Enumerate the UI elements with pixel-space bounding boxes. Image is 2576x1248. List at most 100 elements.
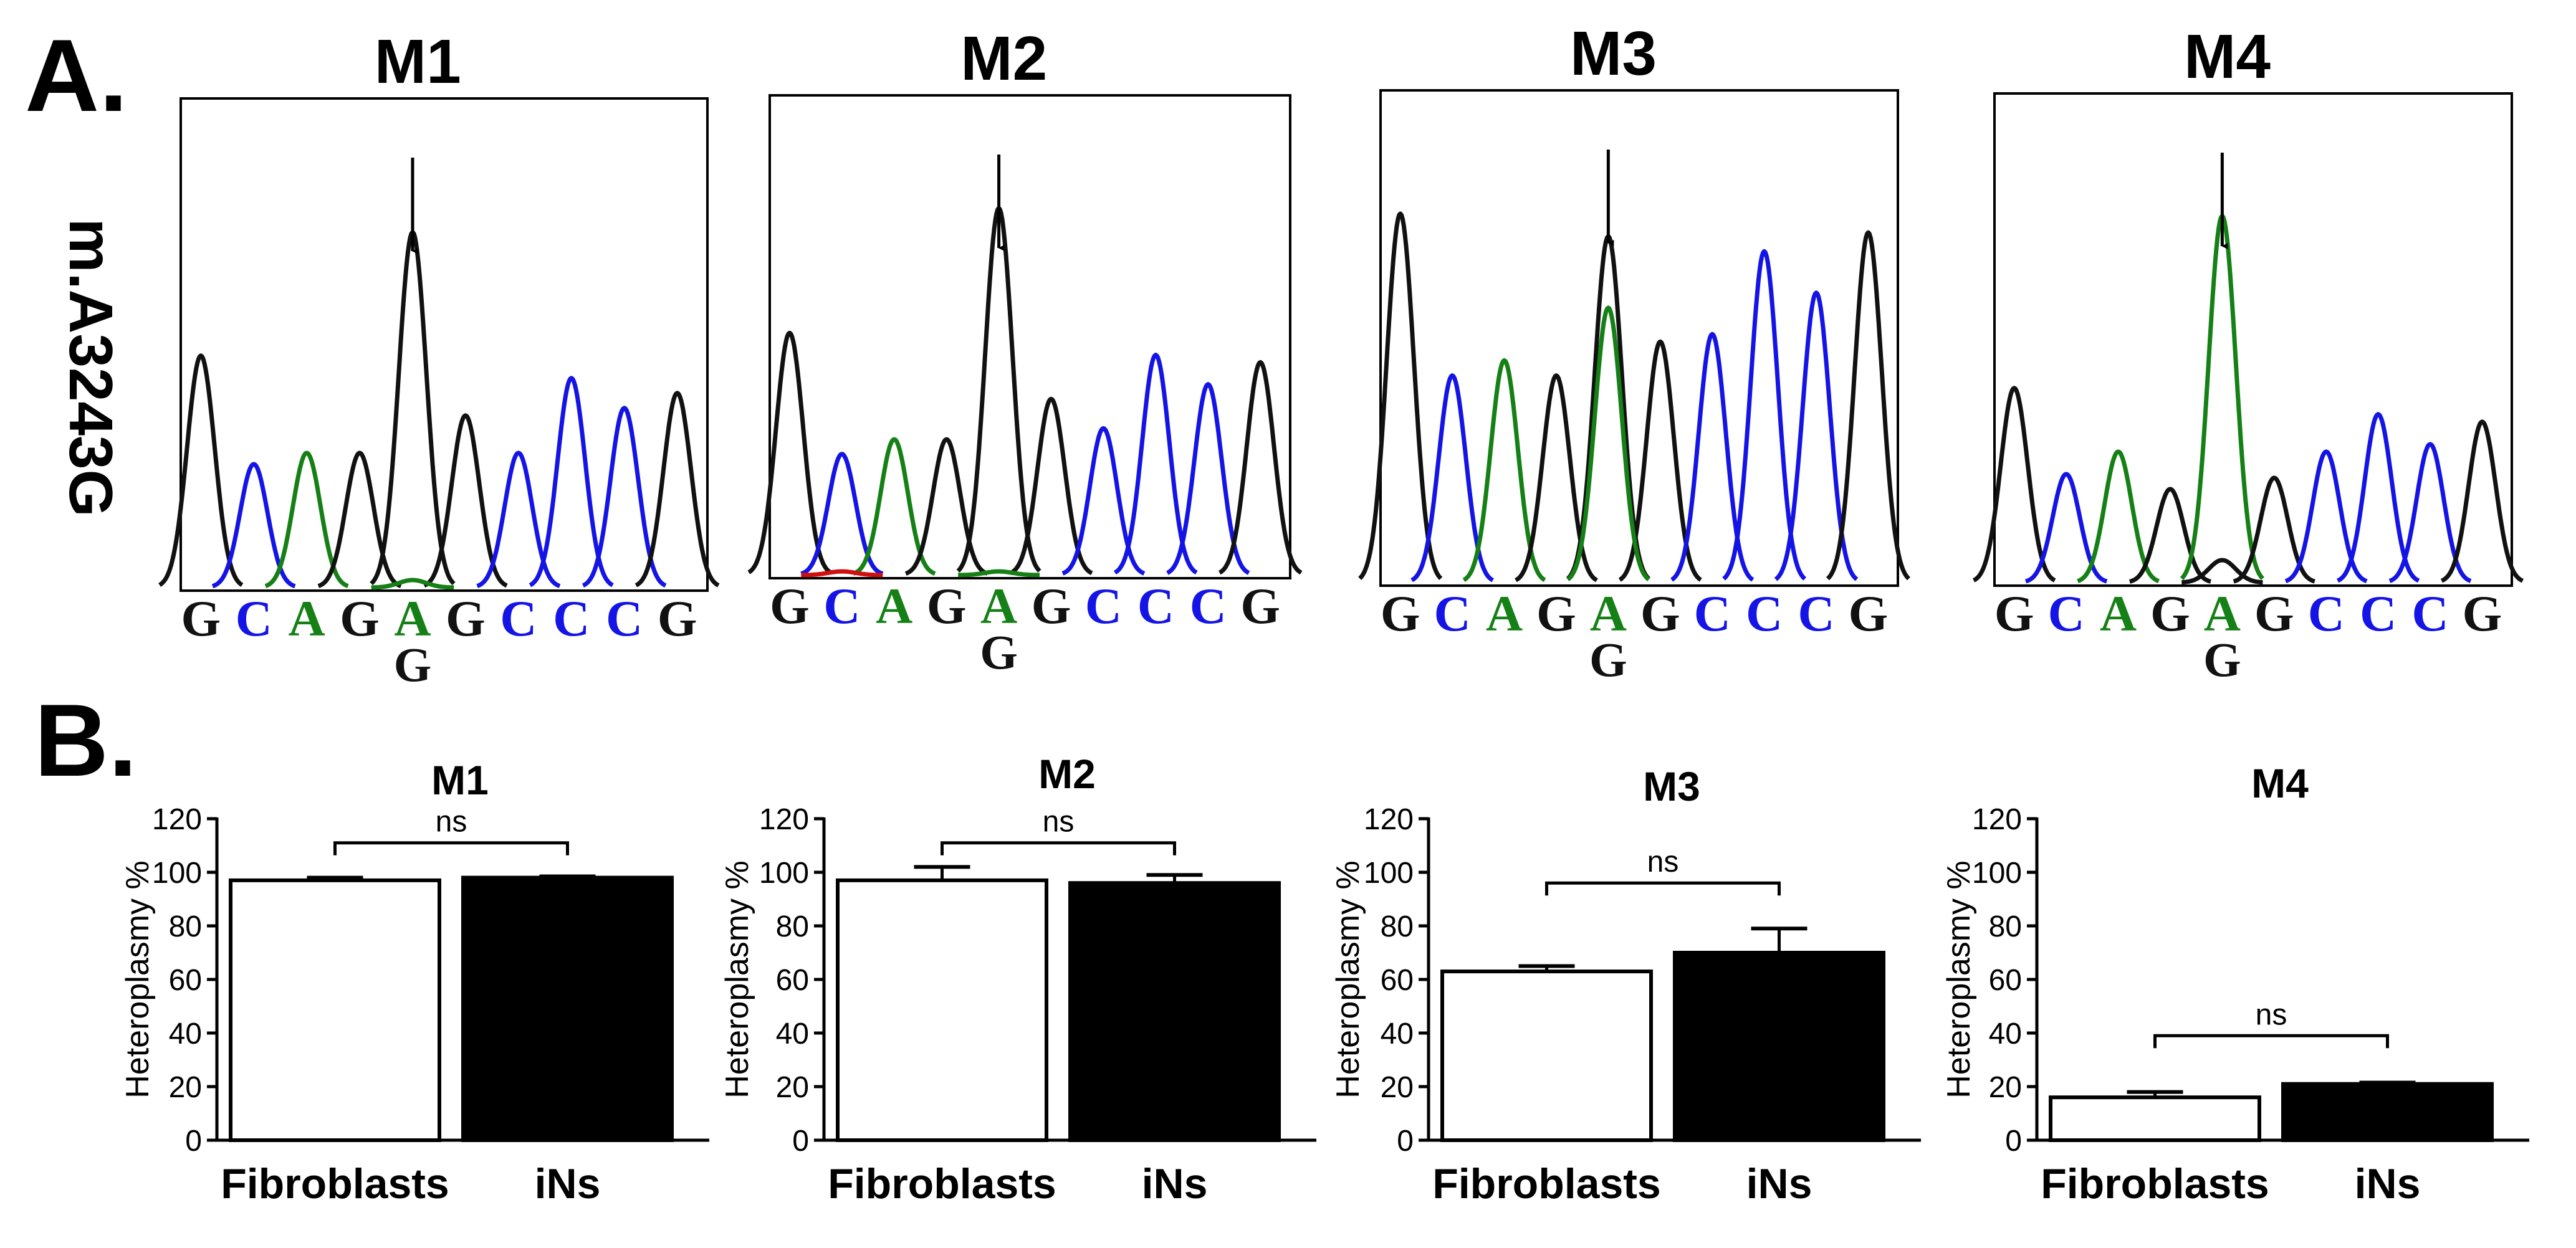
trace-peak-C (582, 406, 667, 588)
base-call: C (1694, 585, 1731, 642)
trace-peak-A (2180, 214, 2264, 580)
trace-peak-A (1566, 305, 1650, 581)
trace-peak-C (800, 452, 884, 576)
chromatogram-frame (1379, 89, 1899, 587)
significance-label: ns (1043, 806, 1075, 839)
chromatogram-m3: M3G C A G A G C C C GG (1358, 19, 1910, 687)
y-tick-label: 0 (792, 1125, 809, 1158)
chromatogram-title: M2 (960, 24, 1047, 93)
significance-label: ns (1647, 845, 1679, 879)
base-call: A (2204, 585, 2241, 642)
base-call: G (1640, 585, 1680, 642)
trace-peak-G (634, 391, 720, 588)
trace-peak-C (2284, 449, 2368, 583)
trace-peak-C (211, 462, 296, 589)
base-call: G (1381, 585, 1420, 642)
y-tick-label: 40 (1989, 1017, 2022, 1050)
y-tick-label: 0 (185, 1125, 202, 1158)
trace-peak-C (1670, 331, 1755, 582)
chart-title: M1 (431, 757, 489, 803)
chromatogram-title: M3 (1570, 19, 1657, 88)
base-call: G (340, 590, 380, 647)
trace-peak-A (370, 578, 455, 590)
bar-ins (2281, 1082, 2494, 1142)
chromatogram-m1: M1G C A G A G C C C GG (158, 27, 720, 692)
trace-peak-G (1826, 230, 1910, 581)
base-call: G (446, 590, 486, 647)
base-call: G (658, 590, 697, 647)
bar-fibroblasts (229, 878, 441, 1143)
y-tick-label: 80 (169, 910, 202, 943)
base-call: C (2048, 585, 2085, 642)
trace-peak-G (2180, 558, 2264, 585)
chromatogram-frame (768, 94, 1291, 579)
panel-a-label: A. (25, 18, 128, 133)
bar-fibroblasts (836, 878, 1048, 1143)
base-call: G (927, 578, 967, 634)
base-call: C (1434, 585, 1471, 642)
base-call: C (606, 590, 643, 647)
trace-peak-G (1618, 339, 1702, 582)
trace-peak-C (2024, 472, 2108, 584)
x-category-label: iNs (1746, 1160, 1812, 1208)
base-call: C (1798, 585, 1834, 642)
y-tick-label: 100 (152, 857, 202, 890)
base-call: C (823, 578, 860, 634)
base-call: C (553, 590, 590, 647)
bar-chart-m1: M1 0 20 40 60 80 100 120 Heteroplasmy % Fibroblas… (120, 757, 709, 1208)
x-category-label: Fibroblasts (221, 1160, 449, 1208)
bar-chart-m3: M3 0 20 40 60 80 100 120 Heteroplasmy % Fibroblas… (1330, 763, 1921, 1208)
trace-peak-C (476, 450, 561, 588)
alt-base-call: G (1589, 632, 1627, 687)
trace-peak-G (317, 450, 402, 588)
trace-peak-T (800, 569, 884, 578)
alt-base-call: G (980, 625, 1018, 679)
y-tick-label: 20 (1989, 1071, 2022, 1104)
trace-peak-C (1061, 426, 1146, 576)
y-tick-label: 100 (1364, 857, 1414, 890)
chromatogram-m4: M4G C A G A G C C C GG (1972, 22, 2524, 687)
trace-peak-G (1515, 373, 1598, 583)
chromatogram-frame (1993, 92, 2513, 587)
y-tick-label: 120 (152, 803, 202, 836)
trace-peak-A (957, 569, 1041, 578)
y-tick-label: 0 (1397, 1125, 1414, 1158)
x-category-label: Fibroblasts (2041, 1160, 2269, 1208)
base-call: C (1746, 585, 1783, 642)
trace-peak-C (1410, 373, 1494, 583)
trace-peak-G (904, 437, 989, 576)
base-call: C (2411, 585, 2448, 642)
y-tick-label: 40 (776, 1017, 809, 1050)
y-tick-label: 80 (776, 910, 809, 943)
chromatogram-frame (180, 97, 709, 592)
chart-title: M3 (1643, 763, 1700, 809)
trace-peak-C (2388, 442, 2472, 583)
base-call: G (181, 590, 221, 647)
y-tick-label: 0 (2005, 1125, 2022, 1158)
panel-b-label: B. (34, 683, 137, 798)
significance-bracket (333, 841, 569, 855)
bar-ins (461, 875, 674, 1142)
significance-bracket (941, 841, 1176, 855)
base-call: C (1137, 578, 1174, 634)
base-call: A (1486, 585, 1523, 642)
base-call: G (1536, 585, 1576, 642)
alt-base-call: G (394, 637, 432, 692)
x-category-label: iNs (1142, 1160, 1208, 1208)
x-category-label: Fibroblasts (1432, 1160, 1661, 1208)
y-tick-label: 20 (169, 1071, 202, 1104)
y-tick-label: 120 (759, 803, 809, 836)
base-call: C (1085, 578, 1122, 634)
base-call: A (2100, 585, 2137, 642)
bar-chart-m4: M4 0 20 40 60 80 100 120 Heteroplasmy % Fibroblas… (1941, 760, 2529, 1208)
trace-peak-G (747, 330, 832, 574)
y-tick-label: 20 (776, 1071, 809, 1104)
chart-title: M2 (1038, 751, 1096, 797)
base-call: C (236, 590, 272, 647)
trace-peak-G (2128, 487, 2212, 584)
base-call: C (2360, 585, 2396, 642)
y-tick-label: 40 (169, 1017, 202, 1050)
